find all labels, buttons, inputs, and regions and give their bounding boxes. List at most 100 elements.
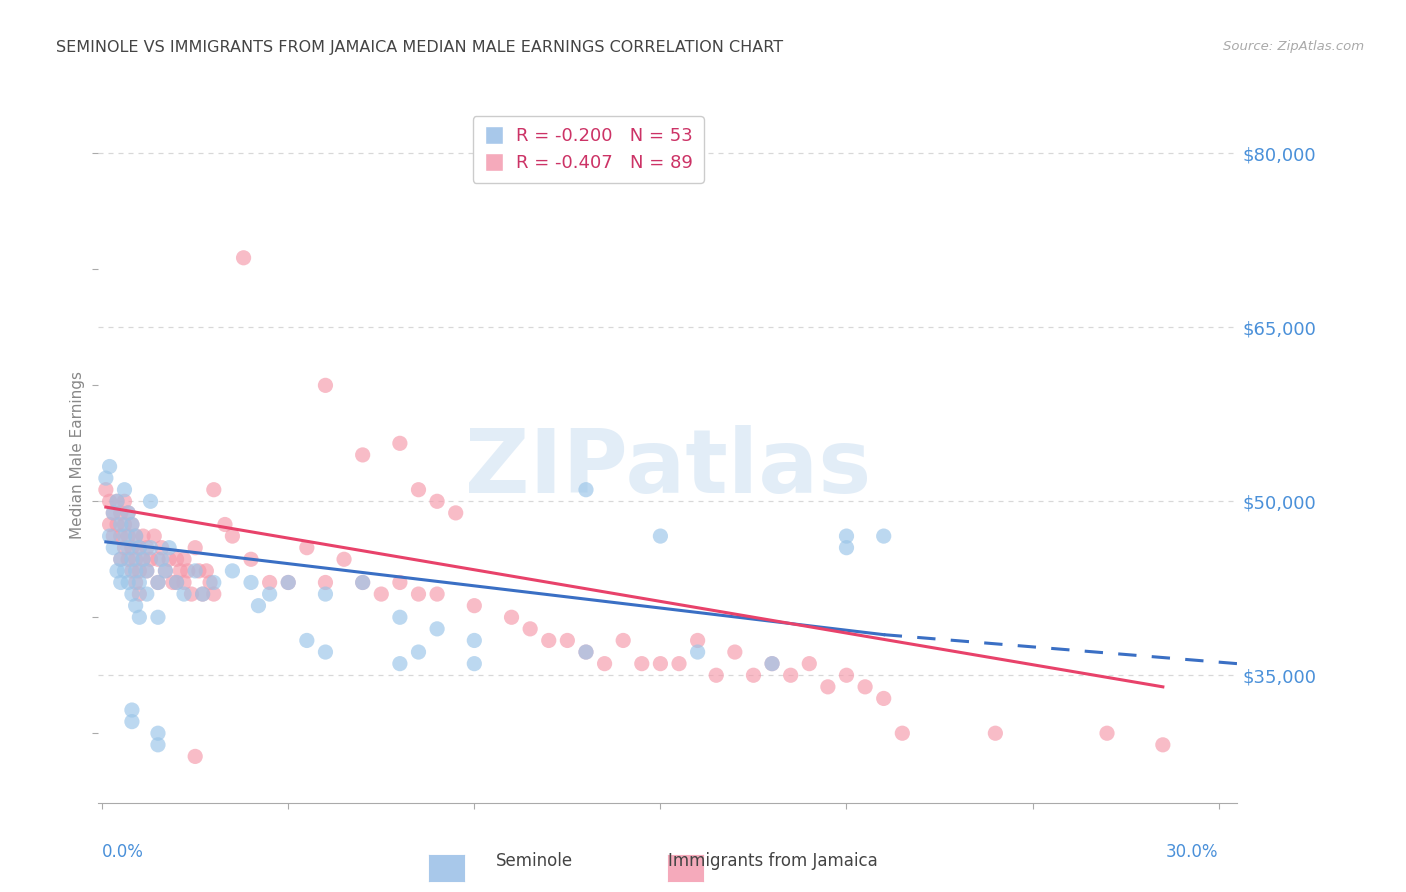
Point xyxy=(173,552,195,566)
Point xyxy=(121,714,143,729)
Point xyxy=(240,575,263,590)
Point xyxy=(135,564,157,578)
Point xyxy=(232,251,254,265)
Point xyxy=(157,552,180,566)
Text: Immigrants from Jamaica: Immigrants from Jamaica xyxy=(668,852,879,870)
Point xyxy=(98,517,121,532)
Point xyxy=(221,564,243,578)
Point xyxy=(501,610,523,624)
Point xyxy=(139,541,162,555)
Point xyxy=(853,680,876,694)
Point xyxy=(761,657,783,671)
Text: SEMINOLE VS IMMIGRANTS FROM JAMAICA MEDIAN MALE EARNINGS CORRELATION CHART: SEMINOLE VS IMMIGRANTS FROM JAMAICA MEDI… xyxy=(56,40,783,55)
Point xyxy=(173,587,195,601)
Point xyxy=(259,587,281,601)
Point xyxy=(117,506,139,520)
Point xyxy=(114,483,136,497)
Point xyxy=(704,668,727,682)
Point xyxy=(114,564,136,578)
Point xyxy=(742,668,765,682)
Point xyxy=(121,517,143,532)
Point xyxy=(135,587,157,601)
Point xyxy=(259,575,281,590)
Text: 30.0%: 30.0% xyxy=(1166,844,1219,862)
Point xyxy=(150,541,173,555)
Point xyxy=(191,587,214,601)
Point xyxy=(575,483,598,497)
Point xyxy=(128,610,150,624)
Point xyxy=(124,575,146,590)
Point xyxy=(124,599,146,613)
Point xyxy=(166,552,188,566)
Point xyxy=(146,610,169,624)
Point xyxy=(121,587,143,601)
Point xyxy=(110,517,132,532)
Point xyxy=(630,657,652,671)
Point xyxy=(195,564,218,578)
Point xyxy=(408,587,430,601)
Point xyxy=(143,529,166,543)
Point xyxy=(166,575,188,590)
Point xyxy=(352,575,374,590)
Point xyxy=(835,668,858,682)
Point xyxy=(221,529,243,543)
Point xyxy=(444,506,467,520)
Point xyxy=(146,575,169,590)
Point xyxy=(110,506,132,520)
Point xyxy=(117,541,139,555)
Point xyxy=(388,575,411,590)
Point xyxy=(124,529,146,543)
Point xyxy=(761,657,783,671)
Point xyxy=(612,633,634,648)
Point xyxy=(314,378,336,392)
Point xyxy=(103,529,125,543)
Point xyxy=(117,575,139,590)
Point xyxy=(835,529,858,543)
Point xyxy=(132,552,155,566)
Point xyxy=(94,483,117,497)
Legend: R = -0.200   N = 53, R = -0.407   N = 89: R = -0.200 N = 53, R = -0.407 N = 89 xyxy=(472,116,703,183)
Point xyxy=(388,436,411,450)
Point xyxy=(779,668,801,682)
Point xyxy=(98,529,121,543)
Point xyxy=(162,575,184,590)
Point xyxy=(117,552,139,566)
Point xyxy=(519,622,541,636)
Point xyxy=(103,506,125,520)
Point xyxy=(128,587,150,601)
Point xyxy=(150,552,173,566)
Point xyxy=(177,564,200,578)
Point xyxy=(121,552,143,566)
Point xyxy=(650,529,672,543)
Point xyxy=(146,575,169,590)
Point xyxy=(110,529,132,543)
Point xyxy=(121,564,143,578)
Point xyxy=(799,657,821,671)
Point xyxy=(352,575,374,590)
Point xyxy=(314,575,336,590)
Point xyxy=(132,529,155,543)
Point xyxy=(114,529,136,543)
Point xyxy=(593,657,616,671)
Text: 0.0%: 0.0% xyxy=(103,844,143,862)
Point xyxy=(128,541,150,555)
Point xyxy=(117,529,139,543)
Point xyxy=(1152,738,1174,752)
Point xyxy=(105,517,128,532)
Point xyxy=(463,657,485,671)
Text: Source: ZipAtlas.com: Source: ZipAtlas.com xyxy=(1223,40,1364,54)
Point xyxy=(202,483,225,497)
Text: ZIPatlas: ZIPatlas xyxy=(465,425,870,512)
Point xyxy=(121,517,143,532)
Point xyxy=(314,645,336,659)
Point xyxy=(105,494,128,508)
Point xyxy=(333,552,356,566)
Point xyxy=(121,703,143,717)
Point xyxy=(463,599,485,613)
Point xyxy=(295,633,318,648)
Point xyxy=(650,657,672,671)
Point xyxy=(873,691,896,706)
Point xyxy=(202,587,225,601)
Point xyxy=(408,483,430,497)
Point xyxy=(105,564,128,578)
